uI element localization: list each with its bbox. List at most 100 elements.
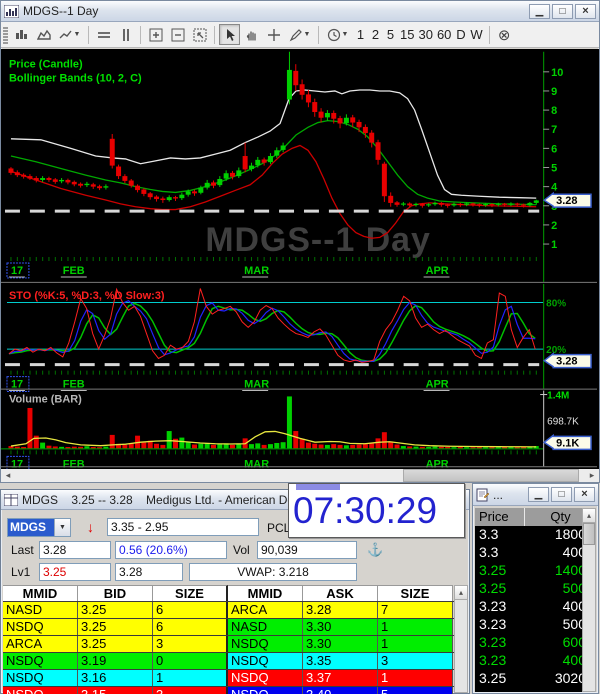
book-row[interactable]: NSDQ 3.19 0 NSDQ 3.35 3 — [3, 653, 455, 670]
book-header-size[interactable]: SIZE — [153, 585, 228, 601]
zoom-out-icon[interactable] — [167, 24, 188, 45]
pan-hand-icon[interactable] — [241, 24, 262, 45]
interval-button-15[interactable]: 15 — [400, 27, 415, 42]
volume-field[interactable]: 90,039 — [257, 541, 357, 559]
area-chart-icon[interactable] — [33, 24, 54, 45]
ask-cell[interactable]: 3 — [378, 653, 453, 669]
vertical-line-tool-icon[interactable] — [115, 24, 136, 45]
book-row[interactable]: NSDQ 3.16 1 NSDQ 3.37 1 — [3, 670, 455, 687]
tape-row[interactable]: 3.3 400 — [475, 544, 596, 562]
ask-cell[interactable]: 3.30 — [303, 619, 378, 635]
vwap-field[interactable]: VWAP: 3.218 — [189, 563, 357, 581]
ask-cell[interactable]: NSDQ — [228, 653, 303, 669]
range-field[interactable]: 3.35 - 2.95 — [107, 518, 259, 536]
combo-dropdown-icon[interactable]: ▼ — [54, 519, 70, 536]
clock-window[interactable]: 07:30:29 — [288, 483, 465, 538]
book-header-ask-ask[interactable]: ASK — [303, 585, 378, 601]
minimize-button[interactable]: ▁ — [529, 3, 550, 19]
chart-canvas[interactable]: MDGS--1 Day Price (Candle) Bollinger Bands… — [1, 49, 599, 469]
scroll-right-arrow[interactable]: ▸ — [585, 469, 599, 482]
tape-row[interactable]: 3.25 1400 — [475, 562, 596, 580]
clock-interval-icon[interactable]: ▼ — [323, 24, 352, 45]
tape-scroll-thumb[interactable] — [583, 523, 595, 545]
ask-cell[interactable]: 5 — [378, 687, 453, 694]
chart-horizontal-scrollbar[interactable]: ◂ ▸ — [1, 469, 599, 482]
scroll-thumb[interactable] — [402, 469, 580, 482]
change-field[interactable]: 0.56 (20.6%) — [115, 541, 227, 559]
book-row[interactable]: NSDQ 3.25 6 NASD 3.30 1 — [3, 619, 455, 636]
ask-cell[interactable]: 3.37 — [303, 670, 378, 686]
bid-cell[interactable]: 3 — [153, 636, 228, 652]
last-price-field[interactable]: 3.28 — [39, 541, 111, 559]
price-column-header[interactable]: Price — [475, 508, 525, 526]
ask-cell[interactable]: 1 — [378, 670, 453, 686]
bid-cell[interactable]: 6 — [153, 619, 228, 635]
bid-cell[interactable]: 3.25 — [78, 619, 153, 635]
ask-cell[interactable]: NASD — [228, 619, 303, 635]
book-row[interactable]: NASD 3.25 6 ARCA 3.28 7 — [3, 602, 455, 619]
interval-button-W[interactable]: W — [470, 27, 483, 42]
bid-cell[interactable]: 1 — [153, 670, 228, 686]
ask-cell[interactable]: NSDQ — [228, 687, 303, 694]
bid-cell[interactable]: 3.15 — [78, 687, 153, 694]
interval-button-60[interactable]: 60 — [436, 27, 452, 42]
bid-cell[interactable]: NSDQ — [3, 670, 78, 686]
symbol-combobox[interactable]: MDGS ▼ — [7, 518, 71, 537]
clock-titlebar-strip[interactable] — [296, 484, 340, 490]
ask-cell[interactable]: 3.30 — [303, 636, 378, 652]
bid-cell[interactable]: NASD — [3, 602, 78, 618]
chart-titlebar[interactable]: MDGS--1 Day ▁ □ × — [1, 1, 599, 22]
bid-cell[interactable]: 0 — [153, 653, 228, 669]
tape-row[interactable]: 3.23 600 — [475, 634, 596, 652]
lv1-ask-field[interactable]: 3.28 — [115, 563, 183, 581]
tape-scroll-up-arrow[interactable]: ▴ — [583, 509, 595, 523]
horizontal-line-tool-icon[interactable] — [93, 24, 114, 45]
scroll-up-arrow[interactable]: ▴ — [455, 586, 467, 600]
tape-maximize-button[interactable]: □ — [551, 487, 572, 502]
ask-cell[interactable]: 3.35 — [303, 653, 378, 669]
ask-cell[interactable]: ARCA — [228, 602, 303, 618]
ask-cell[interactable]: 1 — [378, 636, 453, 652]
book-header-size-ask[interactable]: SIZE — [378, 585, 453, 601]
toolbar-grip[interactable] — [3, 25, 8, 44]
level2-scrollbar[interactable]: ▴ — [454, 585, 468, 693]
maximize-button[interactable]: □ — [552, 3, 573, 19]
book-header-bid[interactable]: BID — [78, 585, 153, 601]
tape-row[interactable]: 3.23 400 — [475, 652, 596, 670]
tape-minimize-button[interactable]: ▁ — [528, 487, 549, 502]
bid-cell[interactable]: 3.19 — [78, 653, 153, 669]
crosshair-icon[interactable] — [263, 24, 284, 45]
interval-button-1[interactable]: 1 — [356, 27, 365, 42]
tape-row[interactable]: 3.25 500 — [475, 580, 596, 598]
zoom-region-icon[interactable] — [189, 24, 210, 45]
bid-cell[interactable]: ARCA — [3, 636, 78, 652]
book-header-mmid[interactable]: MMID — [3, 585, 78, 601]
interval-button-2[interactable]: 2 — [371, 27, 380, 42]
tape-row[interactable]: 3.3 1800 — [475, 526, 596, 544]
interval-button-D[interactable]: D — [456, 27, 466, 42]
ask-cell[interactable]: NSDQ — [228, 636, 303, 652]
qty-column-header[interactable]: Qty — [550, 509, 571, 524]
tape-scrollbar[interactable]: ▴ — [582, 508, 596, 692]
bid-cell[interactable]: NSDQ — [3, 653, 78, 669]
book-row[interactable]: ARCA 3.25 3 NSDQ 3.30 1 — [3, 636, 455, 653]
interval-button-30[interactable]: 30 — [418, 27, 433, 42]
candle-chart-icon[interactable] — [11, 24, 32, 45]
tape-titlebar[interactable]: ... ▁ □ × — [473, 484, 598, 506]
zoom-in-icon[interactable] — [145, 24, 166, 45]
close-button[interactable]: × — [575, 3, 596, 19]
ask-cell[interactable]: 3.40 — [303, 687, 378, 694]
tape-row[interactable]: 3.25 3020 — [475, 670, 596, 688]
anchor-icon[interactable]: ⚓ — [367, 542, 384, 557]
tape-close-button[interactable]: × — [574, 487, 595, 502]
bid-cell[interactable]: 3.25 — [78, 636, 153, 652]
bid-cell[interactable]: 3.25 — [78, 602, 153, 618]
bid-cell[interactable]: NSDQ — [3, 619, 78, 635]
line-style-icon[interactable]: ▼ — [55, 24, 84, 45]
tape-row[interactable]: 3.23 500 — [475, 616, 596, 634]
bid-cell[interactable]: 3.16 — [78, 670, 153, 686]
bid-cell[interactable]: 3 — [153, 687, 228, 694]
interval-button-5[interactable]: 5 — [386, 27, 395, 42]
scroll-left-arrow[interactable]: ◂ — [1, 469, 15, 482]
